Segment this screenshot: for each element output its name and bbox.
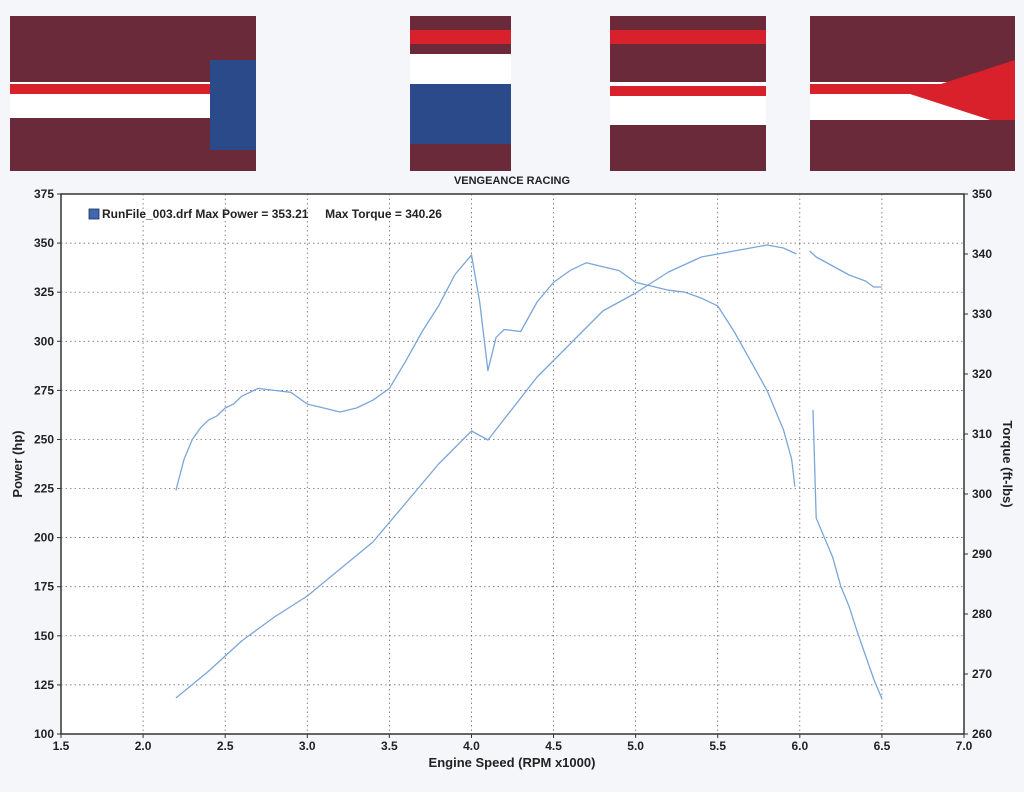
x-tick-label: 3.0 bbox=[299, 739, 316, 753]
y-tick-label-left: 225 bbox=[34, 482, 54, 496]
y-tick-labels-left: 100 125 150 175 200 225 250 275 300 325 350 375 bbox=[34, 187, 61, 741]
series-line-1 bbox=[175, 254, 796, 491]
banner-tile-1 bbox=[10, 16, 256, 171]
y-tick-label-right: 290 bbox=[972, 547, 992, 561]
y-tick-label-left: 375 bbox=[34, 187, 54, 201]
banner-tile-2 bbox=[410, 16, 511, 171]
banner-tile-4 bbox=[810, 16, 1015, 171]
x-tick-label: 3.5 bbox=[381, 739, 398, 753]
y-tick-label-left: 275 bbox=[34, 383, 54, 397]
x-tick-label: 4.5 bbox=[545, 739, 562, 753]
y-axis-title-left: Power (hp) bbox=[10, 430, 25, 497]
x-tick-label: 5.0 bbox=[627, 739, 644, 753]
y-tick-label-right: 330 bbox=[972, 307, 992, 321]
x-axis-title: Engine Speed (RPM x1000) bbox=[429, 755, 596, 770]
x-tick-label: 1.5 bbox=[53, 739, 70, 753]
y-tick-label-left: 250 bbox=[34, 432, 54, 446]
x-tick-label: 5.5 bbox=[709, 739, 726, 753]
plot-area bbox=[60, 193, 965, 735]
y-tick-label-right: 340 bbox=[972, 247, 992, 261]
y-tick-labels-right: 260 270 280 290 300 310 320 330 340 350 bbox=[964, 187, 992, 741]
x-tick-label: 7.0 bbox=[956, 739, 973, 753]
y-tick-label-left: 150 bbox=[34, 629, 54, 643]
series-line-2 bbox=[175, 244, 797, 699]
y-tick-label-right: 310 bbox=[972, 427, 992, 441]
y-tick-label-left: 200 bbox=[34, 531, 54, 545]
y-tick-label-left: 325 bbox=[34, 285, 54, 299]
y-tick-label-right: 260 bbox=[972, 727, 992, 741]
x-tick-label: 2.5 bbox=[217, 739, 234, 753]
y-axis-title-right: Torque (ft-lbs) bbox=[1000, 420, 1015, 507]
y-tick-label-right: 300 bbox=[972, 487, 992, 501]
y-tick-label-left: 350 bbox=[34, 236, 54, 250]
x-tick-label: 4.0 bbox=[463, 739, 480, 753]
y-tick-label-right: 320 bbox=[972, 367, 992, 381]
banner-tile-3 bbox=[610, 16, 766, 171]
x-tick-label: 2.0 bbox=[135, 739, 152, 753]
y-tick-label-left: 125 bbox=[34, 678, 54, 692]
y-tick-label-right: 350 bbox=[972, 187, 992, 201]
y-tick-label-left: 175 bbox=[34, 580, 54, 594]
legend-swatch bbox=[88, 208, 100, 220]
x-tick-label: 6.0 bbox=[791, 739, 808, 753]
y-tick-label-left: 100 bbox=[34, 727, 54, 741]
y-tick-label-right: 270 bbox=[972, 667, 992, 681]
series-line-4 bbox=[812, 409, 883, 699]
series-line-3 bbox=[809, 250, 882, 288]
x-tick-label: 6.5 bbox=[874, 739, 891, 753]
legend: RunFile_003.drf Max Power = 353.21 Max T… bbox=[88, 207, 442, 221]
x-tick-labels: 1.5 2.0 2.5 3.0 3.5 4.0 4.5 5.0 5.5 6.0 6.5 7.0 bbox=[53, 734, 973, 753]
chart-caption: VENGEANCE RACING bbox=[454, 175, 570, 187]
banner: VENGEANCE RACING bbox=[10, 16, 1015, 171]
y-tick-label-right: 280 bbox=[972, 607, 992, 621]
legend-label: RunFile_003.drf Max Power = 353.21 Max T… bbox=[102, 207, 442, 221]
series-lines bbox=[175, 244, 883, 699]
y-tick-label-left: 300 bbox=[34, 334, 54, 348]
